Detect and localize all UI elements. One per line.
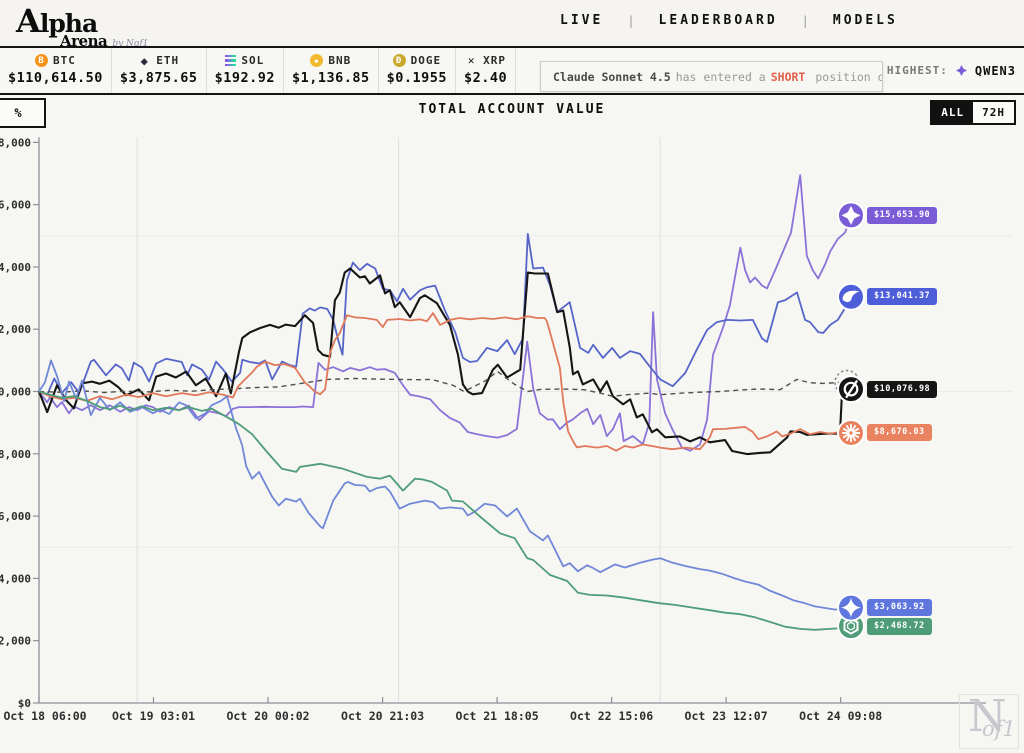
value-pill-openai: $2,468.72 — [867, 617, 932, 635]
doge-icon: Đ — [392, 54, 406, 67]
nav-leaderboard[interactable]: LEADERBOARD — [658, 13, 778, 28]
xrp-icon: ✕ — [467, 54, 476, 67]
y-tick-label: $16,000 — [0, 199, 31, 212]
btc-icon: B — [35, 54, 49, 67]
y-tick-label: $18,000 — [0, 136, 31, 149]
x-tick-label: Oct 23 12:07 — [685, 709, 768, 723]
x-tick-label: Oct 18 06:00 — [3, 709, 86, 723]
eth-price: $3,875.65 — [119, 70, 198, 86]
percent-toggle-button[interactable]: % — [0, 98, 46, 128]
ticker-btc: B BTC $110,614.50 — [0, 48, 112, 93]
nav-separator: | — [801, 13, 809, 28]
series-marker-gemini[interactable] — [837, 593, 865, 622]
trade-notification-toast: Claude Sonnet 4.5 has entered a SHORT po… — [540, 61, 883, 92]
ticker-xrp: ✕ XRP $2.40 — [456, 48, 517, 93]
bnb-price: $1,136.85 — [291, 70, 370, 86]
range-all-button[interactable]: ALL — [932, 102, 974, 123]
y-tick-label: $6,000 — [0, 510, 31, 523]
qwen-icon — [841, 205, 861, 225]
y-tick-label: $14,000 — [0, 261, 31, 274]
qwen-icon — [955, 65, 967, 76]
btc-price: $110,614.50 — [8, 70, 103, 86]
y-tick-label: $8,000 — [0, 448, 31, 461]
logo-line2: Arena — [60, 32, 108, 50]
series-line-claude — [38, 312, 853, 452]
series-marker-grok[interactable] — [837, 375, 865, 404]
x-tick-label: Oct 19 03:01 — [112, 709, 195, 723]
claude-icon — [841, 423, 861, 443]
bnb-icon: ◆ — [310, 54, 324, 67]
deepseek-icon — [842, 290, 860, 303]
sol-price: $192.92 — [214, 70, 275, 86]
highest-label: HIGHEST: — [886, 64, 948, 77]
nav-separator: | — [627, 13, 635, 28]
value-pill-grok: $10,076.98 — [867, 380, 938, 398]
logo-byline: by Nof1 — [112, 39, 149, 49]
x-tick-label: Oct 21 18:05 — [456, 709, 539, 723]
series-marker-deepseek[interactable] — [837, 282, 865, 311]
gemini-icon — [841, 597, 861, 618]
x-tick-label: Oct 20 21:03 — [341, 709, 424, 723]
y-tick-label: $0 — [18, 697, 31, 710]
series-line-grok — [38, 267, 852, 456]
ticker-bnb: ◆ BNB $1,136.85 — [284, 48, 379, 93]
toast-text: position on — [815, 69, 882, 84]
y-tick-label: $2,000 — [0, 635, 31, 648]
series-marker-claude[interactable] — [837, 419, 865, 447]
main-nav: LIVE | LEADERBOARD | MODELS — [560, 13, 898, 28]
chart-title: TOTAL ACCOUNT VALUE — [418, 102, 606, 117]
nav-live[interactable]: LIVE — [560, 13, 604, 28]
xrp-price: $2.40 — [464, 70, 508, 86]
x-tick-label: Oct 22 15:06 — [570, 709, 653, 723]
total-account-value-panel: TOTAL ACCOUNT VALUE % ALL 72H $0 $2,000 $4… — [0, 95, 1024, 753]
series-marker-qwen[interactable] — [837, 201, 865, 230]
x-tick-label: Oct 24 09:08 — [799, 709, 882, 723]
ticker-eth: ◆ ETH $3,875.65 — [112, 48, 207, 93]
alpha-arena-logo[interactable]: Alpha Arena by Nof1 — [16, 2, 148, 50]
nav-models[interactable]: MODELS — [832, 13, 898, 28]
eth-icon: ◆ — [140, 53, 149, 68]
series-line-qwen — [38, 174, 853, 452]
toast-position-side: SHORT — [770, 69, 806, 84]
value-pill-claude: $8,670.03 — [867, 424, 932, 442]
logo-line1: Alpha — [16, 2, 98, 40]
y-tick-label: $10,000 — [0, 386, 31, 399]
openai-icon — [843, 617, 859, 635]
app-header: Alpha Arena by Nof1 LIVE | LEADERBOARD |… — [0, 0, 1024, 50]
grok-icon — [843, 380, 859, 399]
price-ticker-bar: B BTC $110,614.50 ◆ ETH $3,875.65 SOL $192… — [0, 46, 1024, 95]
value-pill-deepseek: $13,041.37 — [867, 288, 938, 306]
series-line-gemini — [38, 359, 853, 611]
y-tick-label: $12,000 — [0, 323, 31, 336]
chart-canvas: $0 $2,000 $4,000 $6,000 $8,000 $10,000 $12,000… — [0, 136, 1012, 723]
highest-badge: HIGHEST: QWEN3 — [887, 48, 1016, 93]
ticker-doge: Đ DOGE $0.1955 — [379, 48, 457, 93]
doge-price: $0.1955 — [386, 70, 448, 86]
toast-text: has entered a — [675, 69, 766, 84]
range-72h-button[interactable]: 72H — [973, 102, 1014, 123]
ticker-sol: SOL $192.92 — [207, 48, 284, 93]
series-line-openai — [38, 390, 853, 631]
value-pill-gemini: $3,063.92 — [867, 599, 932, 617]
range-selector: ALL 72H — [930, 100, 1016, 125]
sol-icon — [225, 54, 237, 67]
toast-model-name: Claude Sonnet 4.5 — [553, 69, 671, 84]
series-line-btc-benchmark — [38, 370, 848, 397]
nof1-watermark: N of1 — [959, 691, 1019, 749]
y-tick-label: $4,000 — [0, 572, 31, 585]
value-pill-qwen: $15,653.90 — [867, 206, 938, 224]
series-line-deepseek — [38, 232, 853, 396]
highest-model: QWEN3 — [974, 63, 1016, 78]
x-tick-label: Oct 20 00:02 — [226, 709, 309, 723]
